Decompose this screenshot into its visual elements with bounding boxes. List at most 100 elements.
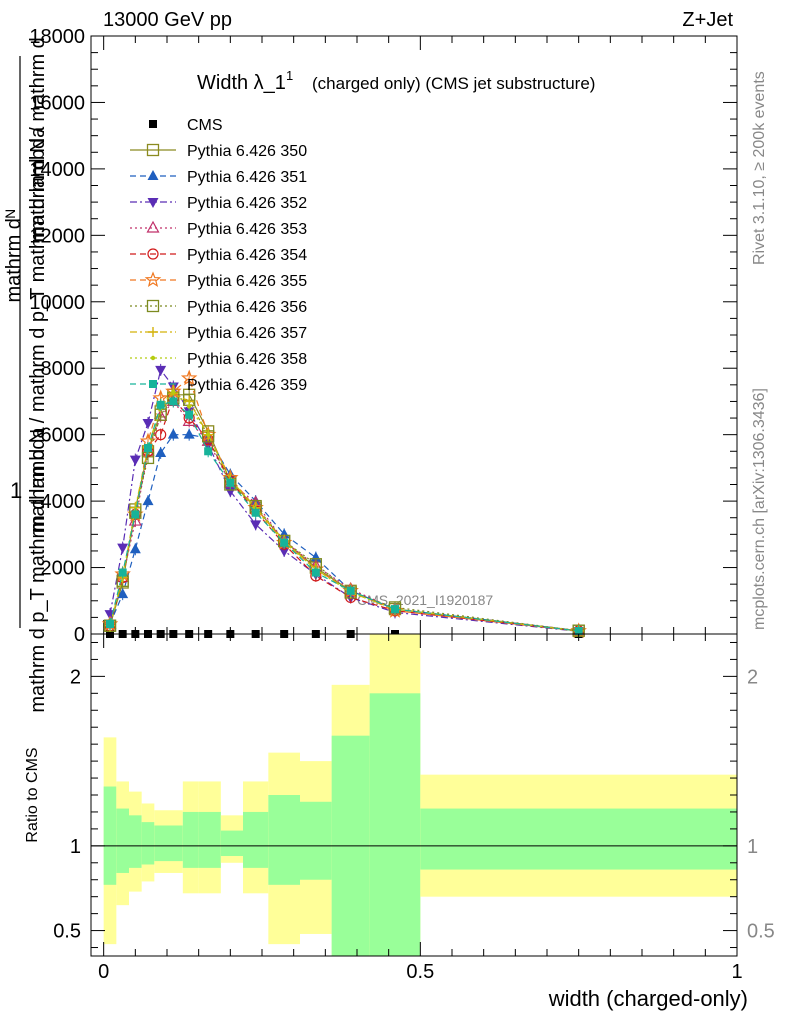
series-9 — [107, 385, 581, 638]
main-axis-ticks — [91, 35, 738, 635]
x-axis-label: width (charged-only) — [548, 986, 748, 1011]
series-line-10 — [109, 400, 579, 632]
ratio-band-green — [420, 808, 737, 870]
series-line-1 — [109, 394, 579, 632]
ratio-band-green — [129, 815, 142, 868]
series-7 — [103, 391, 585, 637]
legend-label: Pythia 6.426 351 — [187, 169, 307, 186]
legend-marker — [144, 271, 162, 288]
data-point — [186, 404, 192, 409]
legend-marker — [147, 170, 159, 180]
main-ylabel-top: mathrm dᴺ — [3, 209, 25, 302]
main-ytick-label: 16000 — [29, 92, 85, 114]
main-ylabel-numerator: 1 — [10, 478, 22, 503]
legend-label: Pythia 6.426 357 — [187, 325, 307, 342]
data-point — [106, 620, 114, 629]
main-ytick-label: 2000 — [41, 558, 86, 580]
data-point — [129, 455, 141, 466]
chart-subtitle: (charged only) (CMS jet substructure) — [312, 74, 595, 93]
ratio-bands — [103, 634, 737, 956]
main-ytick-label: 12000 — [29, 225, 85, 247]
ratio-band-green — [198, 811, 221, 868]
legend-label: Pythia 6.426 355 — [187, 273, 307, 290]
legend-label: Pythia 6.426 354 — [187, 247, 307, 264]
series-1 — [103, 388, 585, 637]
legend-item-5: Pythia 6.426 354 — [130, 247, 307, 264]
data-point — [129, 543, 141, 554]
ratio-band-green — [167, 825, 183, 862]
data-point — [204, 447, 213, 456]
main-ytick-label: 14000 — [29, 159, 85, 181]
x-tick-label: 0.5 — [406, 961, 434, 983]
legend-item-8: Pythia 6.426 357 — [130, 325, 307, 342]
data-point — [118, 568, 127, 577]
series-10 — [106, 395, 583, 638]
header-process: Z+Jet — [682, 9, 733, 31]
series-8 — [105, 387, 584, 638]
data-point — [155, 446, 167, 457]
legend-item-0: CMS — [149, 117, 223, 134]
data-point — [144, 443, 152, 452]
ratio-band-green — [243, 811, 269, 868]
ratio-ylabel: Ratio to CMS — [24, 747, 41, 842]
legend-label: CMS — [187, 117, 223, 134]
analysis-watermark: CMS_2021_I1920187 — [357, 592, 493, 608]
legend-marker — [149, 120, 157, 128]
legend-marker — [147, 248, 159, 260]
ratio-ytick-label: 1 — [70, 836, 81, 858]
series-line-7 — [109, 397, 579, 632]
legend-label: Pythia 6.426 353 — [187, 221, 307, 238]
legend-marker — [149, 380, 157, 388]
main-ytick-label: 18000 — [29, 26, 85, 48]
legend-marker — [147, 198, 159, 208]
data-point — [311, 568, 320, 577]
series-line-8 — [109, 392, 579, 632]
ratio-band-green — [268, 795, 300, 885]
ratio-band-green — [300, 801, 332, 880]
ratio-band-green — [116, 808, 129, 873]
ratio-band-green — [103, 786, 117, 885]
ratio-ytick-label: 2 — [70, 666, 81, 688]
data-point — [156, 400, 165, 409]
data-point — [169, 397, 178, 406]
ratio-axis-ticks: 0.5 0.51 12 20 0.5 1 — [53, 634, 775, 983]
ratio-band-green — [154, 825, 167, 862]
data-point — [185, 410, 194, 419]
main-ytick-label: 4000 — [41, 491, 86, 513]
series-2 — [104, 428, 585, 637]
series-line-9 — [109, 390, 579, 632]
header-energy: 13000 GeV pp — [103, 9, 232, 31]
x-tick-label: 0 — [98, 961, 109, 983]
ratio-band-green — [141, 822, 155, 865]
data-point — [251, 508, 260, 517]
main-ytick-label: 10000 — [29, 292, 85, 314]
ratio-ytick-label-right: 1 — [747, 836, 758, 858]
ratio-ytick-label-right: 2 — [747, 666, 758, 688]
main-ytick-label: 8000 — [41, 358, 86, 380]
data-point — [205, 432, 211, 437]
main-ylabel-line-3: mathrm d N / mathrm d — [27, 37, 49, 243]
data-point — [171, 389, 176, 394]
x-tick-label: 1 — [731, 961, 742, 983]
ratio-ytick-label-right: 0.5 — [747, 921, 775, 943]
data-point — [183, 428, 195, 439]
legend-label: Pythia 6.426 358 — [187, 351, 307, 368]
mcplots-label: mcplots.cern.ch [arXiv:1306.3436] — [751, 388, 768, 630]
series-line-3 — [109, 368, 579, 632]
data-point — [142, 419, 154, 430]
legend-item-6: Pythia 6.426 355 — [130, 271, 307, 290]
legend-label: Pythia 6.426 359 — [187, 377, 307, 394]
ratio-ytick-label: 0.5 — [53, 921, 81, 943]
data-point — [117, 543, 129, 554]
data-point — [226, 478, 235, 487]
legend-item-10: Pythia 6.426 359 — [130, 377, 307, 394]
series-6 — [101, 369, 587, 639]
data-point — [142, 495, 154, 506]
legend-item-2: Pythia 6.426 351 — [130, 169, 307, 186]
ratio-band-green — [182, 811, 199, 868]
series-layer — [101, 363, 587, 639]
main-y-tick-labels: 0 2000 4000 6000 8000 10000 12000 14000 16000 180… — [29, 26, 85, 646]
legend-label: Pythia 6.426 350 — [187, 143, 307, 160]
main-ylabel-line-1: mathrm d N / mathrm d p_T mathrm d lambd… — [27, 126, 49, 533]
